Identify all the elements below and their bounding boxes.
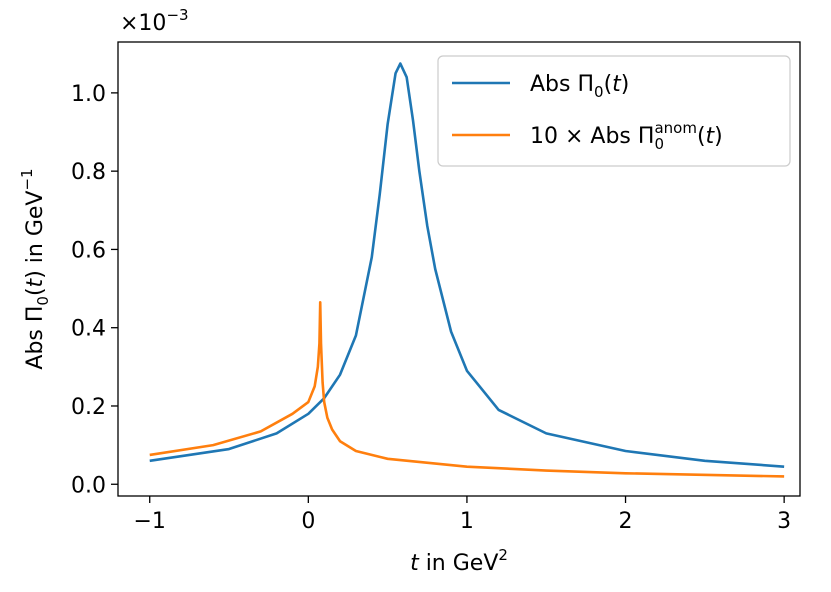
y-tick-label: 0.6 [71,238,106,263]
legend-box [437,55,791,167]
text-part: 10 × Abs Π [530,124,654,149]
text-part: Abs Π [23,306,48,370]
y-tick-label: 0.4 [71,317,106,342]
series-line [149,300,785,478]
x-tick-label: 2 [619,509,633,534]
text-part: ( [604,72,613,97]
text-part: ) [621,72,630,97]
plot-frame [117,41,801,497]
text-part: in GeV [419,551,499,576]
y-tick-label: 0.2 [71,395,106,420]
text-part: 0 [654,135,664,153]
text-part: 0 [594,83,604,101]
x-tick-label: 1 [460,509,474,534]
text-part: ×10 [120,11,166,36]
x-tick-label: 0 [301,509,315,534]
y-tick-label: 0.0 [71,473,106,498]
y-tick-label: 0.8 [71,160,106,185]
text-part: ( [23,287,48,296]
text-part: ) in GeV [23,191,48,279]
text-part: t [23,277,48,287]
text-part: anom [654,119,697,137]
text-part: 0 [34,296,52,306]
text-part: −1 [18,168,36,190]
axis-multiplier: ×10−3 [120,6,189,36]
text-part: t [612,72,622,97]
text-part: t [706,124,716,149]
text-part: −3 [166,6,188,24]
x-axis-label: t in GeV2 [410,546,508,576]
x-tick-label: 3 [777,509,791,534]
text-part: ( [697,124,706,149]
y-axis-label: Abs Π0(t) in GeV−1 [18,168,52,369]
legend-label: 10 × Abs Π0anom(t) [530,119,723,153]
text-part: ) [714,124,723,149]
series-line [149,62,785,468]
text-part: 2 [498,546,508,564]
text-part: t [410,551,420,576]
legend-label: Abs Π0(t) [530,72,629,101]
text-part: Abs Π [530,72,594,97]
x-tick-label: −1 [134,509,166,534]
y-tick-label: 1.0 [71,82,106,107]
